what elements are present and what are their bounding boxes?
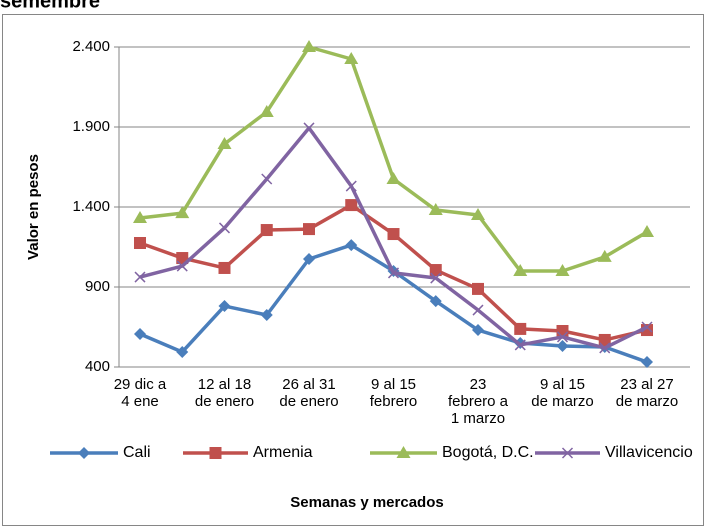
marker bbox=[556, 340, 569, 353]
marker bbox=[134, 271, 146, 283]
legend-label: Villavicencio bbox=[605, 444, 693, 461]
marker bbox=[303, 253, 315, 265]
marker bbox=[429, 264, 442, 277]
marker bbox=[303, 122, 315, 134]
marker bbox=[344, 52, 359, 64]
marker bbox=[261, 173, 273, 185]
x-tick-label: 12 al 18 de enero bbox=[195, 376, 254, 410]
marker bbox=[597, 249, 612, 262]
marker bbox=[599, 342, 611, 354]
y-tick-label: 900 bbox=[85, 278, 110, 295]
marker bbox=[641, 321, 653, 333]
y-tick-label: 1.400 bbox=[72, 198, 110, 215]
marker bbox=[260, 309, 273, 321]
chart-border bbox=[2, 14, 704, 526]
legend-marker bbox=[78, 447, 90, 459]
marker bbox=[345, 239, 358, 252]
marker bbox=[472, 304, 484, 316]
marker bbox=[345, 180, 357, 192]
legend-marker bbox=[396, 446, 411, 458]
marker bbox=[134, 328, 146, 341]
marker bbox=[260, 224, 273, 237]
marker bbox=[555, 264, 570, 276]
legend-marker bbox=[209, 447, 222, 459]
marker bbox=[386, 172, 401, 184]
marker bbox=[556, 331, 569, 343]
marker bbox=[471, 208, 485, 220]
marker bbox=[514, 322, 527, 335]
legend-label: Armenia bbox=[253, 444, 313, 461]
x-axis-label: Semanas y mercados bbox=[290, 494, 443, 511]
marker bbox=[513, 264, 528, 276]
marker bbox=[259, 104, 274, 117]
marker bbox=[302, 40, 316, 52]
chart-title: semembre bbox=[0, 0, 100, 12]
x-tick-label: 23 al 27 de marzo bbox=[616, 376, 679, 410]
marker bbox=[641, 356, 653, 369]
marker bbox=[175, 206, 190, 219]
marker bbox=[345, 199, 358, 212]
marker bbox=[134, 237, 146, 249]
marker bbox=[218, 300, 231, 313]
marker bbox=[598, 333, 611, 346]
series-line bbox=[139, 243, 648, 364]
y-tick-label: 400 bbox=[85, 358, 110, 375]
x-tick-label: 9 al 15 de marzo bbox=[531, 376, 594, 410]
x-tick-label: 9 al 15 febrero bbox=[370, 376, 418, 410]
marker bbox=[514, 339, 526, 351]
y-tick-label: 1.900 bbox=[72, 118, 110, 135]
x-tick-label: 26 al 31 de enero bbox=[279, 376, 338, 410]
marker bbox=[429, 295, 442, 308]
marker bbox=[303, 223, 315, 236]
marker bbox=[472, 282, 484, 295]
marker bbox=[430, 272, 442, 284]
marker bbox=[176, 252, 189, 265]
legend-label: Cali bbox=[123, 444, 151, 461]
legend-marker bbox=[561, 447, 574, 459]
y-tick-label: 2.400 bbox=[72, 38, 110, 55]
legend-label: Bogotá, D.C. bbox=[442, 444, 534, 461]
marker bbox=[387, 228, 400, 241]
marker bbox=[176, 345, 189, 358]
marker bbox=[217, 136, 232, 149]
marker bbox=[218, 222, 231, 234]
marker bbox=[176, 260, 188, 272]
marker bbox=[428, 203, 443, 216]
marker bbox=[133, 211, 147, 224]
marker bbox=[472, 324, 484, 337]
y-axis-label: Valor en pesos bbox=[25, 154, 42, 260]
marker bbox=[218, 261, 231, 274]
marker bbox=[387, 267, 400, 279]
marker bbox=[640, 224, 654, 237]
